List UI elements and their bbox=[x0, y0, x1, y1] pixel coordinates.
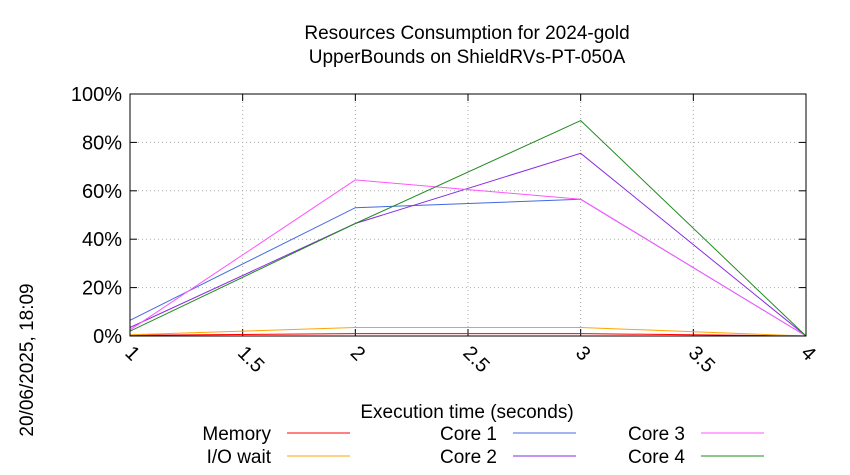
chart-subtitle: UpperBounds on ShieldRVs-PT-050A bbox=[309, 47, 626, 68]
x-tick-label: 2 bbox=[346, 342, 369, 365]
x-tick-label: 3 bbox=[571, 342, 594, 365]
series-line-memory bbox=[129, 333, 807, 337]
x-tick-label: 1.5 bbox=[233, 342, 268, 377]
series-line-core-1 bbox=[129, 198, 807, 337]
legend-label-core-1: Core 1 bbox=[440, 424, 497, 445]
legend-label-core-3: Core 3 bbox=[628, 424, 685, 445]
y-axis-ticks: 0% 20% 40% 60% 80% 100% bbox=[71, 84, 806, 348]
timestamp-label: 20/06/2025, 18:09 bbox=[17, 283, 38, 436]
y-tick-label: 100% bbox=[71, 84, 122, 106]
series-line-i-o-wait bbox=[129, 327, 807, 337]
plot-frame bbox=[129, 93, 807, 337]
y-tick-label: 80% bbox=[82, 132, 122, 154]
y-tick-label: 60% bbox=[82, 181, 122, 203]
series-line-core-2 bbox=[129, 152, 807, 337]
series-line-core-3 bbox=[129, 179, 807, 337]
x-axis-label: Execution time (seconds) bbox=[360, 402, 573, 423]
legend-label-memory: Memory bbox=[202, 424, 271, 445]
series-line-core-4 bbox=[129, 120, 807, 337]
y-tick-label: 40% bbox=[82, 229, 122, 251]
x-tick-label: 3.5 bbox=[684, 342, 719, 377]
grid-lines bbox=[130, 94, 806, 336]
legend-label-core-4: Core 4 bbox=[628, 447, 685, 468]
x-tick-label: 4 bbox=[796, 342, 819, 365]
y-tick-label: 20% bbox=[82, 278, 122, 300]
x-tick-label: 1 bbox=[120, 342, 143, 365]
x-tick-label: 2.5 bbox=[458, 342, 493, 377]
legend-label-i-o-wait: I/O wait bbox=[207, 447, 272, 468]
chart-title: Resources Consumption for 2024-gold bbox=[304, 23, 629, 44]
series-lines bbox=[129, 120, 807, 337]
legend-label-core-2: Core 2 bbox=[440, 447, 497, 468]
y-tick-label: 0% bbox=[93, 326, 122, 348]
